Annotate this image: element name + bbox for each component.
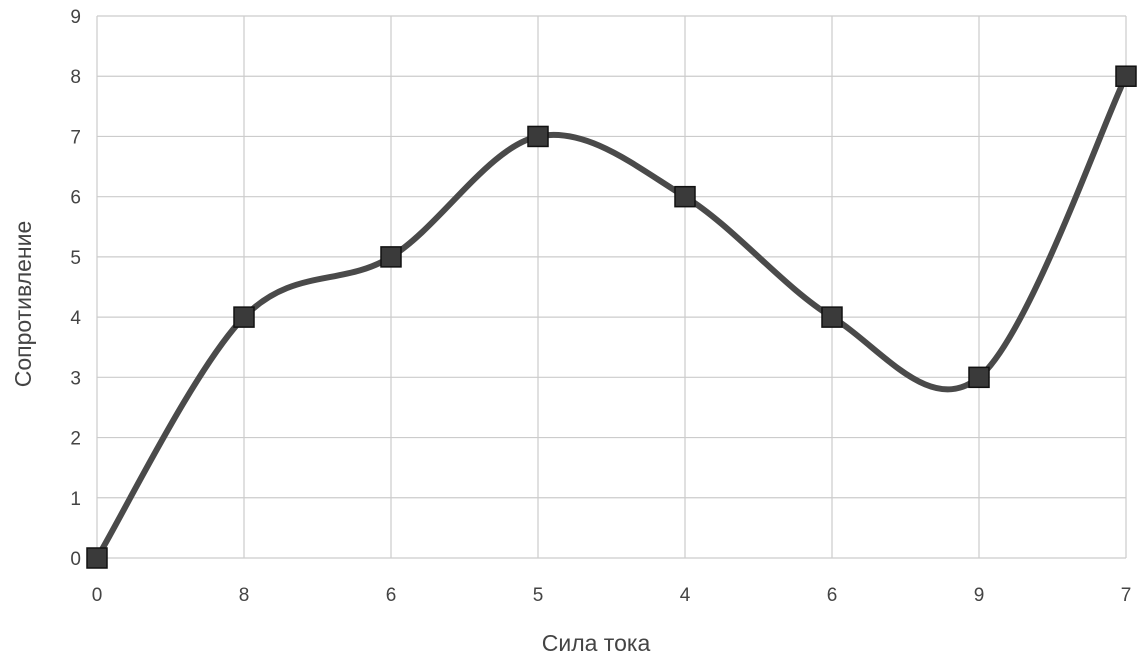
x-tick-label: 5 [533,585,544,606]
data-point-marker [821,306,843,328]
y-tick-label: 1 [70,489,81,510]
y-tick-label: 7 [70,127,81,148]
x-tick-label: 6 [386,585,397,606]
y-tick-label: 5 [70,248,81,269]
data-point-marker [86,547,108,569]
data-point-marker [527,125,549,148]
y-tick-label: 6 [70,188,81,209]
y-tick-label: 8 [70,67,81,88]
x-axis-title: Сила тока [542,630,651,656]
y-tick-label: 4 [70,308,81,329]
x-axis-ticks: 0 8 6 5 4 6 9 7 [92,585,1132,606]
data-point-marker [674,185,696,208]
markers-group [86,65,1137,569]
y-tick-label: 9 [70,7,81,28]
x-tick-label: 8 [239,585,250,606]
data-point-marker [1115,65,1137,87]
x-tick-label: 0 [92,585,103,606]
x-tick-label: 7 [1121,585,1132,606]
grid [96,15,1127,559]
data-point-marker [968,366,990,389]
data-point-marker [233,306,255,328]
data-point-marker [380,246,402,268]
y-axis-ticks: 0 1 2 3 4 5 6 7 8 9 [70,7,81,570]
y-tick-label: 0 [70,549,81,570]
x-tick-label: 4 [680,585,691,606]
x-tick-label: 6 [827,585,838,606]
x-tick-label: 9 [974,585,985,606]
y-tick-label: 3 [70,368,81,389]
y-axis-title: Сопротивление [10,221,36,388]
y-tick-label: 2 [70,429,81,450]
